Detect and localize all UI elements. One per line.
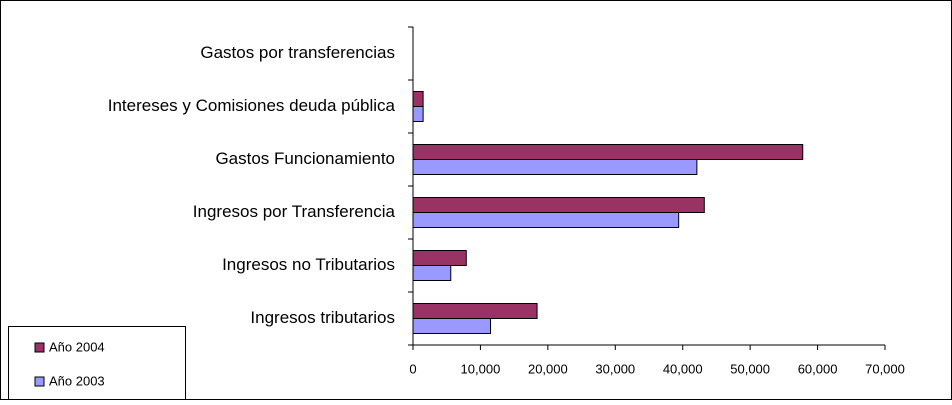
bar (412, 144, 804, 160)
bar (412, 303, 538, 319)
y-tick-label: Intereses y Comisiones deuda pública (108, 96, 396, 115)
y-tick-label: Ingresos por Transferencia (193, 202, 396, 221)
bar (412, 212, 680, 228)
x-tick-label: 10,000 (461, 361, 501, 376)
bar (412, 250, 467, 266)
y-tick-label: Ingresos tributarios (250, 308, 395, 327)
y-tick-label: Gastos Funcionamiento (215, 149, 395, 168)
y-tick-label: Gastos por transferencias (200, 43, 395, 62)
legend-label: Año 2003 (49, 373, 105, 388)
bar (412, 265, 452, 281)
x-tick-label: 0 (409, 361, 416, 376)
bar (412, 106, 424, 122)
legend-swatch (34, 342, 45, 353)
bar (412, 159, 698, 175)
legend-box (8, 326, 186, 400)
x-tick-label: 40,000 (663, 361, 703, 376)
bar (412, 91, 424, 107)
x-tick-label: 70,000 (865, 361, 905, 376)
x-tick-label: 20,000 (528, 361, 568, 376)
x-tick-label: 50,000 (730, 361, 770, 376)
bar (412, 197, 705, 213)
legend-label: Año 2004 (49, 339, 105, 354)
x-tick-label: 30,000 (595, 361, 635, 376)
x-tick-label: 60,000 (798, 361, 838, 376)
legend-swatch (34, 376, 45, 387)
bar (412, 318, 492, 334)
y-tick-label: Ingresos no Tributarios (222, 255, 395, 274)
